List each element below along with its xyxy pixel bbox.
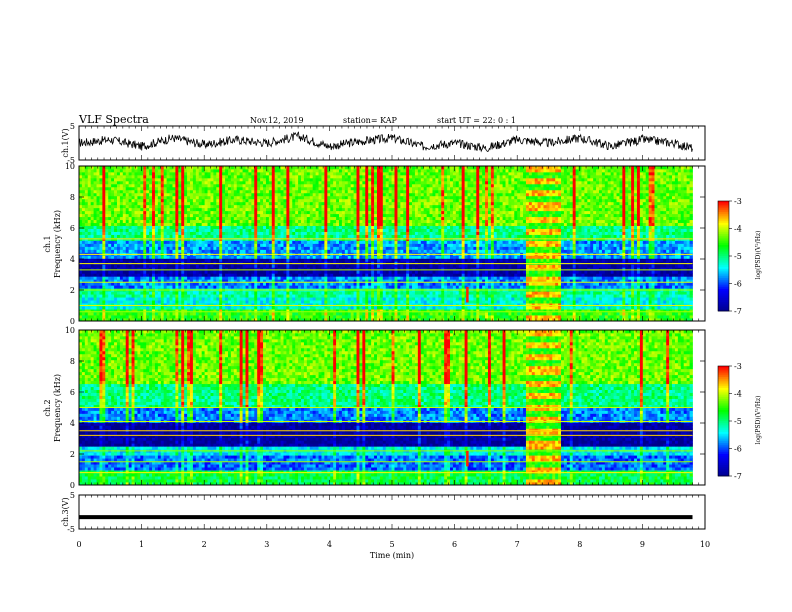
time-tick-label: 3 [264,540,269,549]
time-tick-label: 10 [700,540,710,549]
ch1-spectrogram-colorbar-tick: -6 [734,280,742,289]
ch1-spectrogram-spike [466,286,469,303]
ch1-spectrogram-colorbar-tick: -5 [734,252,742,261]
time-tick-label: 0 [76,540,81,549]
ch2-spectrogram-tick-label: 6 [70,388,75,397]
ch1-spectrogram-colorbar-tick: -4 [734,225,742,234]
ch3-waveform-tick-label: -5 [67,525,75,534]
time-tick-label: 6 [452,540,457,549]
ch1-spectrogram-tick-label: 0 [70,317,75,326]
ch1-spectrogram-tick-label: 2 [70,286,75,295]
time-tick-label: 4 [327,540,332,549]
ch2-colorbar: -3 -4 -5 -6 -7 [717,362,742,481]
ch2-colorbar-label: log(PSD)(V²/Hz) [755,396,762,445]
ch1-waveform-frame [78,125,706,161]
time-axis-label: Time (min) [370,551,414,560]
ch1-voltage-axis-label: ch.1(V) [61,128,70,157]
ch2-spectrogram-colorbar-tick: -5 [734,417,742,426]
ch1-colorbar: -3 -4 -5 -6 -7 [717,197,742,316]
time-tick-label: 9 [640,540,645,549]
figure-title: VLF Spectra [78,113,149,126]
ch1-spectrogram-tick-label: 6 [70,224,75,233]
ch1-spectrogram-tick-label: 10 [65,162,75,171]
time-axis: 0 1 2 3 4 5 6 7 8 9 10 [76,540,710,549]
ch2-spectrogram-colorbar-tick: -4 [734,390,742,399]
time-tick-label: 5 [389,540,394,549]
ch2-spectrogram-tick-label: 10 [65,326,75,335]
ch2-channel-label: ch.2 [43,399,52,416]
ch1-waveform-tick-label: -5 [67,156,75,165]
ch2-spectrogram-colorbar-tick: -3 [734,362,742,371]
ch3-waveform-tick-label: 5 [70,491,75,500]
time-tick-label: 1 [139,540,144,549]
ch3-waveform-panel: 5 -5 [67,491,706,534]
ch2-spectrogram-spike [466,450,469,467]
ch1-waveform-tick-label: 5 [70,122,75,131]
ch2-spectrogram-colorbar-tick: -6 [734,445,742,454]
ch1-frequency-axis-label: Frequency (kHz) [53,210,62,278]
ch2-spectrogram-tick-label: 2 [70,450,75,459]
station-label: station= KAP [343,116,398,125]
start-time-label: start UT = 22: 0 : 1 [437,116,516,125]
ch1-spectrogram-cells [79,166,693,322]
ch2-spectrogram-tick-label: 8 [70,357,75,366]
ch1-spectrogram-tick-label: 4 [70,255,75,264]
ch2-spectrogram-tick-label: 0 [70,481,75,490]
ch2-spectrogram-panel: 0 2 4 6 8 10 [65,326,706,490]
ch1-spectrogram-panel: 0 2 4 6 8 10 [65,162,706,326]
time-tick-label: 7 [515,540,520,549]
date-label: Nov.12, 2019 [250,116,304,125]
ch1-spectrogram-colorbar-tick: -3 [734,197,742,206]
ch1-waveform-panel: 5 -5 [67,122,706,165]
ch2-spectrogram-tick-label: 4 [70,419,75,428]
ch1-colorbar-label: log(PSD)(V²/Hz) [755,231,762,280]
ch1-waveform-trace [78,131,693,153]
time-tick-label: 2 [202,540,207,549]
ch2-frequency-axis-label: Frequency (kHz) [53,374,62,442]
ch1-spectrogram-colorbar-tick: -7 [734,307,742,316]
ch2-spectrogram-cells [79,330,693,486]
ch2-spectrogram-colorbar-tick: -7 [734,472,742,481]
time-tick-label: 8 [577,540,582,549]
ch1-channel-label: ch.1 [43,235,52,252]
ch1-spectrogram-tick-label: 8 [70,193,75,202]
ch3-waveform-frame [78,494,706,530]
ch3-voltage-axis-label: ch.3(V) [61,497,70,526]
